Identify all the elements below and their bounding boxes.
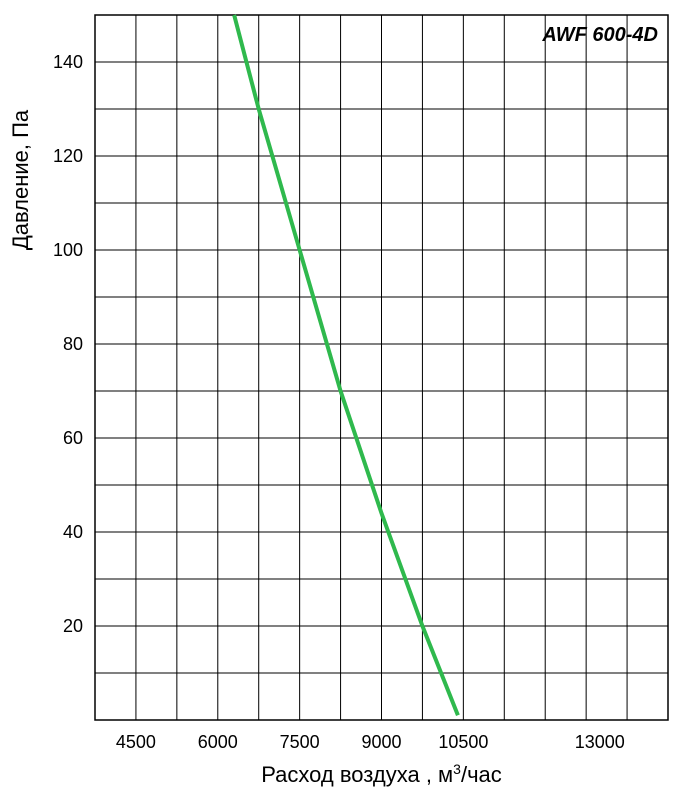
x-tick-label: 13000 bbox=[575, 732, 625, 752]
y-tick-label: 80 bbox=[63, 334, 83, 354]
y-tick-label: 40 bbox=[63, 522, 83, 542]
y-tick-label: 60 bbox=[63, 428, 83, 448]
chart-svg: 4500 6000 7500 9000 10500 13000 20 40 60 80 100 120… bbox=[0, 0, 681, 807]
y-tick-label: 120 bbox=[53, 146, 83, 166]
x-tick-label: 6000 bbox=[198, 732, 238, 752]
y-tick-label: 20 bbox=[63, 616, 83, 636]
fan-performance-chart: 4500 6000 7500 9000 10500 13000 20 40 60 80 100 120… bbox=[0, 0, 681, 807]
x-tick-label: 9000 bbox=[361, 732, 401, 752]
y-tick-label: 100 bbox=[53, 240, 83, 260]
x-axis-title: Расход воздуха , м3/час bbox=[261, 761, 502, 787]
x-tick-label: 7500 bbox=[280, 732, 320, 752]
x-tick-label: 4500 bbox=[116, 732, 156, 752]
y-tick-label: 140 bbox=[53, 52, 83, 72]
x-tick-label: 10500 bbox=[438, 732, 488, 752]
y-axis-title: Давление, Па bbox=[8, 109, 33, 250]
model-label: AWF 600-4D bbox=[541, 24, 658, 46]
